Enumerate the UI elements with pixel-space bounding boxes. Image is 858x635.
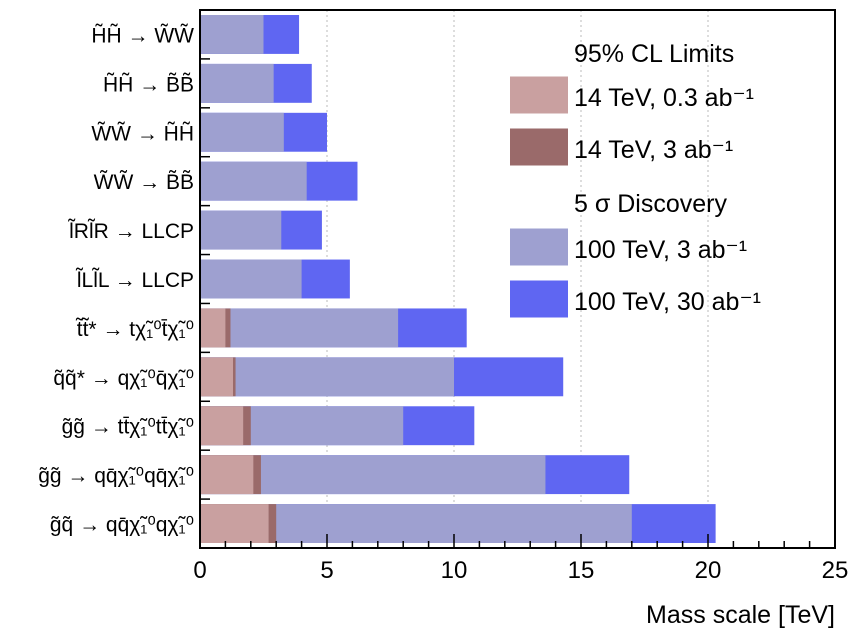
category-label: q̃q̃* → qχ̃₁⁰q̄χ̃₁⁰ [53, 367, 194, 390]
legend-header-limits: 95% CL Limits [574, 40, 734, 68]
category-label: l̃Rl̃R → LLCP [67, 219, 194, 243]
legend-entry-label: 14 TeV, 0.3 ab⁻¹ [574, 84, 754, 112]
category-label: g̃g̃ → qq̄χ̃₁⁰qq̄χ̃₁⁰ [38, 465, 194, 488]
legend-swatch [510, 128, 568, 166]
bars [200, 15, 716, 543]
legend-entry-label: 100 TeV, 30 ab⁻¹ [574, 288, 761, 316]
bar [200, 210, 282, 250]
category-label: t̃t̃* → tχ̃₁⁰t̄χ̃₁⁰ [75, 318, 194, 341]
category-label: W̃W̃ → H̃H̃ [91, 122, 194, 145]
legend-entry-label: 100 TeV, 3 ab⁻¹ [574, 236, 747, 264]
y-axis-labels: H̃H̃ → W̃W̃ H̃H̃ → B̃B̃ W̃W̃ → H̃H̃ W̃W̃ → … [38, 24, 194, 537]
category-label: g̃q̃ → qq̄χ̃₁⁰qχ̃₁⁰ [50, 514, 194, 537]
bar [200, 308, 399, 348]
x-tick-label: 15 [568, 557, 595, 584]
x-tick-label: 25 [822, 557, 849, 584]
category-label: l̃Ll̃L → LLCP [75, 268, 194, 292]
x-axis-label: Mass scale [TeV] [646, 601, 835, 629]
bar [200, 63, 274, 103]
category-label: H̃H̃ → W̃W̃ [91, 24, 194, 47]
category-label: g̃g̃ → tt̄χ̃₁⁰tt̄χ̃₁⁰ [62, 416, 194, 439]
legend-swatch [510, 228, 568, 266]
bar [200, 259, 302, 299]
bar [200, 161, 307, 201]
bar [200, 15, 264, 54]
plot-frame [199, 9, 836, 549]
x-tick-label: 0 [193, 557, 206, 584]
bar [200, 112, 284, 152]
bar [200, 406, 244, 446]
bar [200, 504, 269, 543]
legend: 95% CL Limits 14 TeV, 0.3 ab⁻¹ 14 TeV, 3 a… [510, 40, 761, 318]
x-axis: 0 5 10 15 20 25 [193, 9, 849, 584]
x-tick-label: 20 [695, 557, 722, 584]
legend-swatch [510, 76, 568, 114]
x-tick-label: 10 [441, 557, 468, 584]
x-tick-label: 5 [320, 557, 333, 584]
bar [200, 455, 254, 495]
category-label: W̃W̃ → B̃B̃ [94, 171, 194, 194]
legend-swatch [510, 280, 568, 318]
legend-header-discovery: 5 σ Discovery [574, 190, 727, 218]
category-label: H̃H̃ → B̃B̃ [103, 73, 194, 96]
legend-entry-label: 14 TeV, 3 ab⁻¹ [574, 136, 733, 164]
bar [200, 357, 234, 397]
bar [200, 357, 454, 397]
bar [200, 308, 226, 348]
